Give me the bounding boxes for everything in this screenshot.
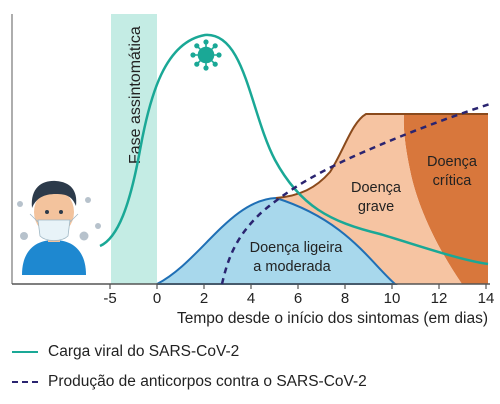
x-tick-label: 8 bbox=[341, 290, 349, 307]
mild-illness-label-line1: Doença ligeira bbox=[250, 240, 344, 256]
legend-viral-load-swatch bbox=[12, 351, 38, 353]
x-axis-ticks: -5 0 2 4 6 8 10 12 14 Tempo desde o início dos si… bbox=[103, 284, 494, 327]
masked-person-icon bbox=[22, 180, 86, 275]
x-tick-label: 14 bbox=[478, 290, 495, 307]
x-tick-label: 0 bbox=[153, 290, 161, 307]
x-tick-label: -5 bbox=[103, 290, 116, 307]
illness-outline bbox=[275, 113, 488, 199]
critical-illness-label-line2: crítica bbox=[433, 173, 473, 189]
severe-illness-label-line1: Doença bbox=[351, 180, 402, 196]
x-tick-label: 2 bbox=[200, 290, 208, 307]
viral-load-curve bbox=[99, 33, 489, 266]
critical-illness-region bbox=[403, 114, 488, 284]
small-virus-particles bbox=[17, 197, 101, 241]
x-tick-label: 10 bbox=[384, 290, 401, 307]
asymptomatic-phase-band bbox=[111, 14, 157, 284]
legend-antibodies: Produção de anticorpos contra o SARS-CoV… bbox=[12, 373, 367, 391]
x-tick-label: 6 bbox=[294, 290, 302, 307]
antibody-curve bbox=[220, 102, 491, 285]
mild-illness-label-line2: a moderada bbox=[253, 259, 331, 275]
legend-viral-load-label: Carga viral do SARS-CoV-2 bbox=[48, 343, 240, 360]
legend-viral-load: Carga viral do SARS-CoV-2 bbox=[12, 343, 239, 361]
x-tick-label: 4 bbox=[247, 290, 255, 307]
x-axis-title: Tempo desde o início dos sintomas (em di… bbox=[177, 310, 488, 327]
critical-illness-label-line1: Doença bbox=[427, 154, 478, 170]
x-tick-label: 12 bbox=[431, 290, 448, 307]
virus-icon bbox=[190, 39, 222, 71]
legend-antibodies-label: Produção de anticorpos contra o SARS-CoV… bbox=[48, 373, 367, 390]
severe-illness-region bbox=[276, 114, 462, 284]
legend-antibodies-swatch bbox=[12, 381, 38, 383]
asymptomatic-phase-label: Fase assintomática bbox=[127, 26, 144, 164]
severe-illness-label-line2: grave bbox=[358, 199, 394, 215]
